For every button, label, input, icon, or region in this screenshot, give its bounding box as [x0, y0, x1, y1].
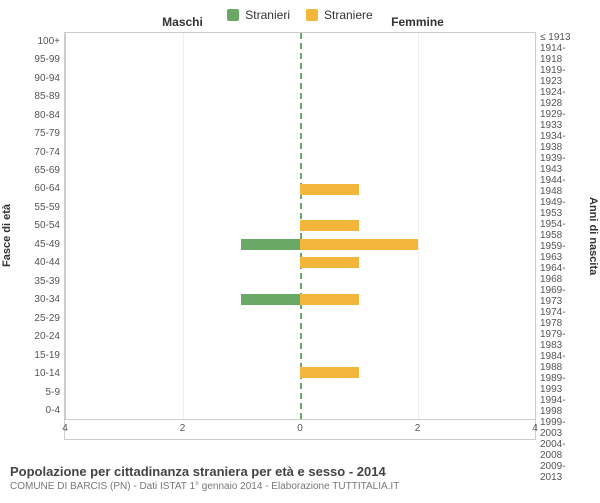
bar-row — [65, 198, 535, 216]
female-bar — [300, 257, 359, 268]
cohort-tick: 1924-1928 — [540, 87, 586, 109]
cohort-tick: 1984-1988 — [540, 351, 586, 373]
age-tick: 85-89 — [14, 87, 60, 105]
age-tick: 95-99 — [14, 50, 60, 68]
cohort-tick: 1994-1998 — [540, 395, 586, 417]
cohort-tick: 1954-1958 — [540, 219, 586, 241]
cohort-tick: 1949-1953 — [540, 197, 586, 219]
y-ticks-cohort: ≤ 19131914-19181919-19231924-19281929-19… — [536, 32, 586, 440]
bar-row — [65, 143, 535, 161]
cohort-tick: 1974-1978 — [540, 307, 586, 329]
male-bar — [241, 239, 300, 250]
age-tick: 75-79 — [14, 124, 60, 142]
age-tick: 20-24 — [14, 328, 60, 346]
column-headers: Maschi Femmine — [65, 15, 535, 29]
chart: Fasce di età 100+95-9990-9485-8980-8475-… — [0, 32, 600, 440]
cohort-tick: 1969-1973 — [540, 285, 586, 307]
female-bar — [300, 239, 418, 250]
bar-row — [65, 88, 535, 106]
age-tick: 5-9 — [14, 383, 60, 401]
chart-subtitle: COMUNE DI BARCIS (PN) - Dati ISTAT 1° ge… — [10, 481, 590, 492]
cohort-tick: 1939-1943 — [540, 153, 586, 175]
age-tick: 30-34 — [14, 291, 60, 309]
age-tick: 55-59 — [14, 198, 60, 216]
y-axis-title-right: Anni di nascita — [586, 32, 600, 440]
bar-row — [65, 180, 535, 198]
cohort-tick: 1979-1983 — [540, 329, 586, 351]
bar-row — [65, 345, 535, 363]
cohort-tick: 1919-1923 — [540, 65, 586, 87]
bar-row — [65, 272, 535, 290]
cohort-tick: 2004-2008 — [540, 439, 586, 461]
x-tick: 2 — [180, 423, 186, 434]
age-tick: 100+ — [14, 32, 60, 50]
gridline — [535, 33, 536, 419]
male-bar — [241, 294, 300, 305]
cohort-tick: 1944-1948 — [540, 175, 586, 197]
bar-row — [65, 33, 535, 51]
bar-row — [65, 125, 535, 143]
female-bar — [300, 220, 359, 231]
cohort-tick: 1934-1938 — [540, 131, 586, 153]
bar-row — [65, 235, 535, 253]
x-tick: 4 — [532, 423, 538, 434]
footer: Popolazione per cittadinanza straniera p… — [10, 464, 590, 492]
bar-row — [65, 107, 535, 125]
bar-row — [65, 309, 535, 327]
age-tick: 10-14 — [14, 364, 60, 382]
bar-rows — [65, 33, 535, 419]
bar-row — [65, 217, 535, 235]
age-tick: 60-64 — [14, 180, 60, 198]
y-axis-title-left: Fasce di età — [0, 32, 14, 440]
cohort-tick: 1999-2003 — [540, 417, 586, 439]
female-bar — [300, 367, 359, 378]
plot-area: Maschi Femmine 42024 — [64, 32, 536, 440]
cohort-tick: 1914-1918 — [540, 43, 586, 65]
age-tick: 65-69 — [14, 161, 60, 179]
y-ticks-age: 100+95-9990-9485-8980-8475-7970-7465-696… — [14, 32, 64, 440]
female-bar — [300, 294, 359, 305]
bar-row — [65, 70, 535, 88]
bar-row — [65, 290, 535, 308]
x-tick: 2 — [415, 423, 421, 434]
bar-row — [65, 162, 535, 180]
age-tick: 80-84 — [14, 106, 60, 124]
age-tick: 40-44 — [14, 254, 60, 272]
x-ticks: 4 2 0 2 4 — [65, 419, 535, 439]
age-tick: 0-4 — [14, 401, 60, 419]
age-tick: 90-94 — [14, 69, 60, 87]
bar-row — [65, 401, 535, 419]
cohort-tick: ≤ 1913 — [540, 32, 586, 43]
bar-row — [65, 51, 535, 69]
age-tick: 25-29 — [14, 309, 60, 327]
cohort-tick: 1959-1963 — [540, 241, 586, 263]
chart-title: Popolazione per cittadinanza straniera p… — [10, 464, 590, 479]
x-tick: 0 — [297, 423, 303, 434]
x-tick: 4 — [62, 423, 68, 434]
bar-row — [65, 327, 535, 345]
female-bar — [300, 184, 359, 195]
age-tick: 70-74 — [14, 143, 60, 161]
bar-row — [65, 364, 535, 382]
age-tick: 45-49 — [14, 235, 60, 253]
age-tick: 35-39 — [14, 272, 60, 290]
cohort-tick: 1929-1933 — [540, 109, 586, 131]
age-tick: 50-54 — [14, 217, 60, 235]
header-male: Maschi — [65, 15, 300, 29]
age-tick: 15-19 — [14, 346, 60, 364]
bar-row — [65, 254, 535, 272]
cohort-tick: 1964-1968 — [540, 263, 586, 285]
cohort-tick: 1989-1993 — [540, 373, 586, 395]
header-female: Femmine — [300, 15, 535, 29]
bar-row — [65, 382, 535, 400]
